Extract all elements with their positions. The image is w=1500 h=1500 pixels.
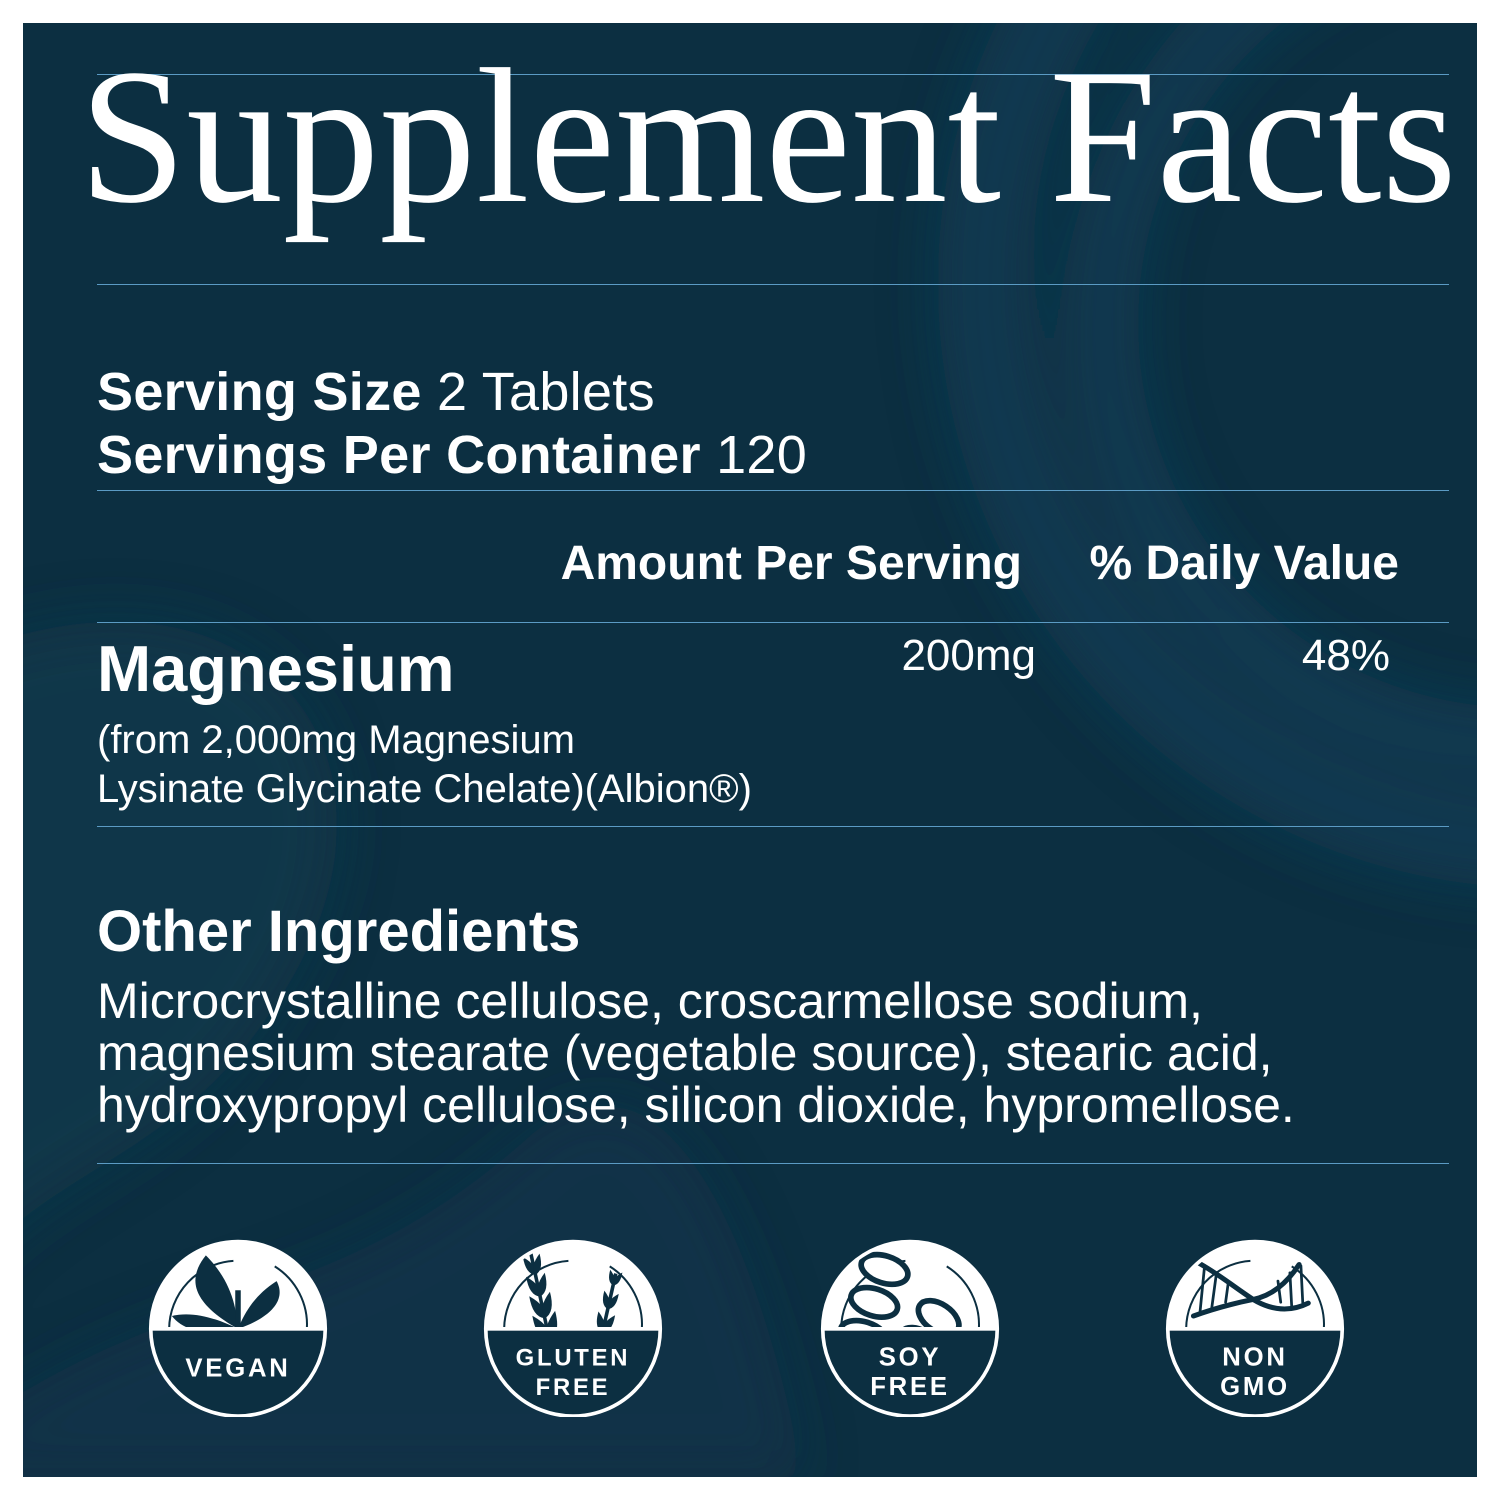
svg-text:FREE: FREE (536, 1374, 611, 1401)
svg-text:SOY: SOY (879, 1344, 942, 1372)
svg-text:VEGAN: VEGAN (185, 1355, 290, 1383)
svg-text:GLUTEN: GLUTEN (516, 1345, 631, 1372)
svg-text:GMO: GMO (1220, 1373, 1290, 1401)
svg-text:NON: NON (1222, 1344, 1287, 1372)
svg-text:FREE: FREE (870, 1373, 950, 1401)
